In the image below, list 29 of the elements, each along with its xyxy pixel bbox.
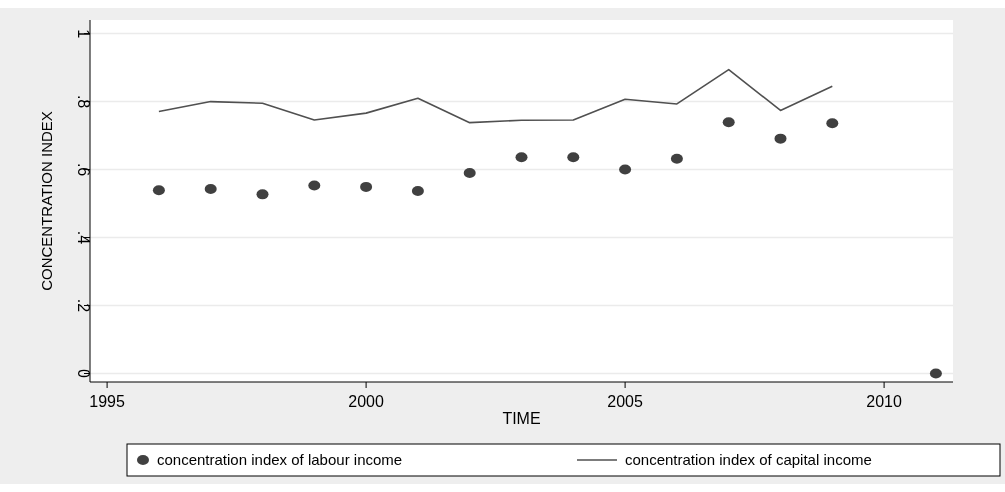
y-axis-title: CONCENTRATION INDEX [38,111,55,291]
x-tick-label: 2010 [866,393,902,410]
x-tick-label: 2000 [348,393,384,410]
point [360,181,373,192]
line-series [158,68,834,124]
point [826,118,839,129]
y-tick-label: .8 [75,94,92,109]
x-axis-title: TIME [502,410,541,427]
point [152,185,165,196]
x-tick-label: 1995 [89,393,125,410]
point [308,180,321,191]
point [670,153,683,164]
point [774,133,787,144]
y-tick-label: .4 [75,230,92,245]
x-tick-label: 2005 [607,393,643,410]
point [256,189,269,200]
point [463,167,476,178]
legend-label: concentration index of capital income [625,451,872,468]
legend-label: concentration index of labour income [157,451,403,468]
point [515,152,528,163]
point [204,183,217,194]
point [929,368,942,379]
y-tick-label: 1 [75,29,92,39]
point [567,152,580,163]
point [619,164,632,175]
point [411,185,424,196]
point [722,117,735,128]
y-tick-label: 0 [75,369,92,379]
y-tick-label: .6 [75,162,92,177]
